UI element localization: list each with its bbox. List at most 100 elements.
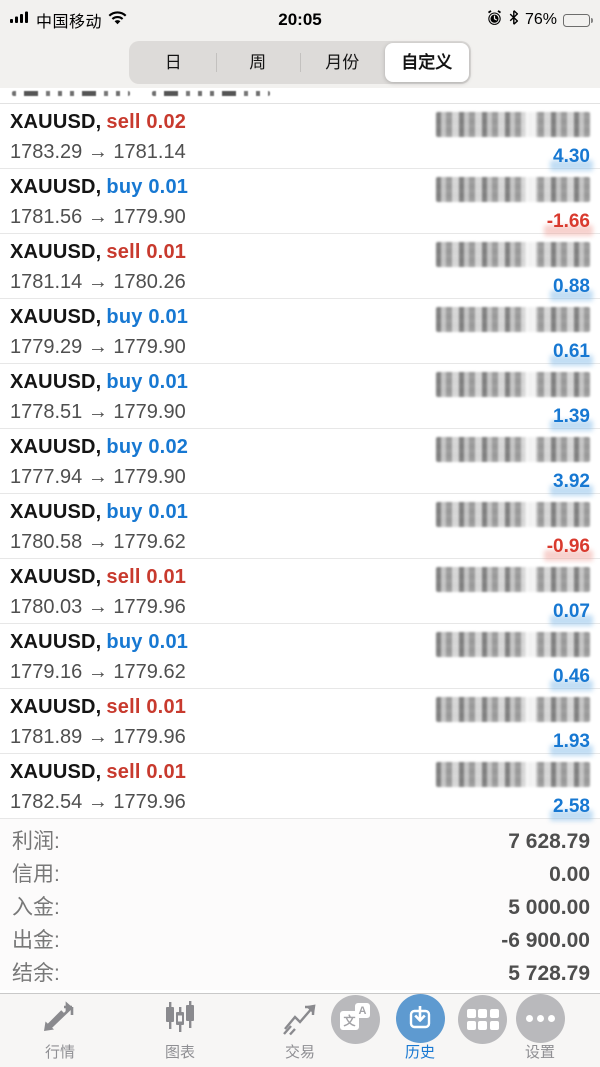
trade-profit: 1.93 — [553, 731, 590, 752]
summary-value: 7 628.79 — [508, 830, 590, 853]
trade-row[interactable]: XAUUSD, sell 0.02 1783.29 → 1781.14 4.30 — [0, 104, 600, 169]
settings-gear-icon — [509, 1011, 522, 1028]
tab-label: 历史 — [404, 1044, 435, 1061]
trade-profit: 1.39 — [553, 406, 590, 427]
alarm-clock-icon — [486, 9, 503, 31]
trade-symbol: XAUUSD, — [10, 176, 102, 198]
summary-row: 结余: 5 728.79 — [12, 957, 590, 990]
period-tab-custom[interactable]: 自定义 — [384, 43, 469, 82]
arrow-right-icon: → — [87, 466, 108, 488]
trade-side-lot: buy 0.01 — [106, 371, 189, 393]
trade-profit: 0.07 — [553, 601, 590, 622]
trade-prices: 1782.54 → 1779.96 — [10, 791, 186, 813]
arrow-right-icon: → — [87, 661, 108, 683]
period-segmented-control: 日 周 月份 自定义 — [129, 41, 471, 84]
trade-symbol: XAUUSD, — [10, 306, 102, 328]
trade-side-lot: buy 0.01 — [106, 306, 189, 328]
summary-row: 利润: 7 628.79 — [12, 825, 590, 858]
tab-label: 图表 — [164, 1044, 195, 1061]
period-tab-month[interactable]: 月份 — [300, 43, 385, 82]
trade-row[interactable]: XAUUSD, buy 0.01 1781.56 → 1779.90 -1.66 — [0, 169, 600, 234]
summary-row: 出金: -6 900.00 — [12, 924, 590, 957]
summary-label: 结余: — [12, 962, 60, 985]
trade-side-lot: buy 0.01 — [106, 501, 189, 523]
arrow-right-icon: → — [87, 206, 108, 228]
tab-settings[interactable]: 设置 — [480, 993, 600, 1067]
redacted-trade-datetime — [436, 762, 590, 787]
tab-quotes[interactable]: 行情 — [0, 994, 120, 1067]
trade-row[interactable]: XAUUSD, sell 0.01 1780.03 → 1779.96 0.07 — [0, 559, 600, 624]
floating-more-button[interactable] — [509, 993, 565, 1043]
redacted-trade-datetime — [436, 372, 590, 397]
floating-grid-button[interactable] — [458, 995, 507, 1044]
trade-side-lot: buy 0.02 — [106, 436, 189, 458]
battery-percent-label: 76% — [524, 11, 557, 28]
redacted-trade-datetime — [436, 242, 590, 267]
tab-charts[interactable]: 图表 — [120, 994, 240, 1067]
arrow-right-icon: → — [87, 336, 108, 358]
arrow-right-icon: → — [87, 271, 108, 293]
trade-side-lot: sell 0.02 — [106, 111, 187, 133]
battery-icon — [563, 13, 593, 27]
trade-symbol: XAUUSD, — [10, 566, 102, 588]
carrier-label: 中国移动 — [36, 14, 103, 31]
arrow-right-icon: → — [87, 726, 108, 748]
trade-symbol: XAUUSD, — [10, 761, 102, 783]
trade-row[interactable]: XAUUSD, buy 0.02 1777.94 → 1779.90 3.92 — [0, 429, 600, 494]
redacted-trade-datetime — [436, 502, 590, 527]
trend-arrow-icon — [281, 995, 319, 1041]
floating-save-button[interactable] — [395, 993, 445, 1043]
trade-row[interactable]: XAUUSD, buy 0.01 1780.58 → 1779.62 -0.96 — [0, 494, 600, 559]
trade-side-lot: sell 0.01 — [106, 761, 187, 783]
account-summary: 利润: 7 628.79 信用: 0.00 入金: 5 000.00 出金: -… — [0, 819, 600, 990]
trade-prices: 1777.94 → 1779.90 — [10, 466, 186, 488]
trade-symbol: XAUUSD, — [10, 371, 102, 393]
redacted-trade-datetime — [436, 567, 590, 592]
trade-profit: 0.88 — [553, 276, 590, 297]
summary-row: 信用: 0.00 — [12, 858, 590, 891]
trade-side-lot: buy 0.01 — [106, 631, 189, 653]
trade-profit: 4.30 — [553, 146, 590, 167]
trade-row[interactable]: XAUUSD, buy 0.01 1779.29 → 1779.90 0.61 — [0, 299, 600, 364]
trade-symbol: XAUUSD, — [10, 696, 102, 718]
trade-row[interactable]: XAUUSD, sell 0.01 1781.89 → 1779.96 1.93 — [0, 689, 600, 754]
trade-profit: 2.58 — [553, 796, 590, 817]
tab-history[interactable]: 历史 — [360, 993, 480, 1067]
trade-side-lot: sell 0.01 — [106, 566, 187, 588]
wifi-icon — [108, 11, 127, 30]
status-time: 20:05 — [278, 10, 322, 29]
trade-row[interactable]: XAUUSD, buy 0.01 1778.51 → 1779.90 1.39 — [0, 364, 600, 429]
cell-signal-icon — [10, 11, 30, 29]
trade-symbol: XAUUSD, — [10, 501, 102, 523]
trade-row[interactable]: XAUUSD, sell 0.01 1782.54 → 1779.96 2.58 — [0, 754, 600, 819]
summary-label: 入金: — [12, 896, 60, 919]
trade-prices: 1781.89 → 1779.96 — [10, 726, 186, 748]
trade-prices: 1781.14 → 1780.26 — [10, 271, 186, 293]
quotes-arrows-icon — [41, 995, 79, 1041]
trade-prices: 1780.58 → 1779.62 — [10, 531, 186, 553]
trade-prices: 1780.03 → 1779.96 — [10, 596, 186, 618]
clipped-text-fragment — [12, 91, 130, 96]
trade-prices: 1778.51 → 1779.90 — [10, 401, 186, 423]
status-bar: 中国移动 20:05 — [0, 0, 600, 38]
trade-row[interactable]: XAUUSD, sell 0.01 1781.14 → 1780.26 0.88 — [0, 234, 600, 299]
trade-symbol: XAUUSD, — [10, 111, 102, 133]
period-tab-week[interactable]: 周 — [215, 43, 301, 82]
summary-value: 5 000.00 — [508, 896, 590, 919]
period-tab-day[interactable]: 日 — [164, 53, 182, 72]
redacted-trade-datetime — [436, 437, 590, 462]
floating-translate-button[interactable]: 文 A — [331, 995, 380, 1044]
trade-profit: -0.96 — [546, 536, 590, 557]
trade-prices: 1781.56 → 1779.90 — [10, 206, 186, 228]
arrow-right-icon: → — [87, 596, 108, 618]
trade-side-lot: buy 0.01 — [106, 176, 189, 198]
redacted-trade-datetime — [436, 112, 590, 137]
trade-row[interactable]: XAUUSD, buy 0.01 1779.16 → 1779.62 0.46 — [0, 624, 600, 689]
trade-profit: 0.61 — [553, 341, 590, 362]
grid-icon — [466, 1009, 499, 1030]
tab-trade[interactable]: 交易 — [240, 994, 360, 1067]
trade-profit: -1.66 — [546, 211, 590, 232]
trade-prices: 1779.29 → 1779.90 — [10, 336, 186, 358]
arrow-right-icon: → — [87, 141, 108, 163]
tab-label: 交易 — [284, 1044, 315, 1061]
